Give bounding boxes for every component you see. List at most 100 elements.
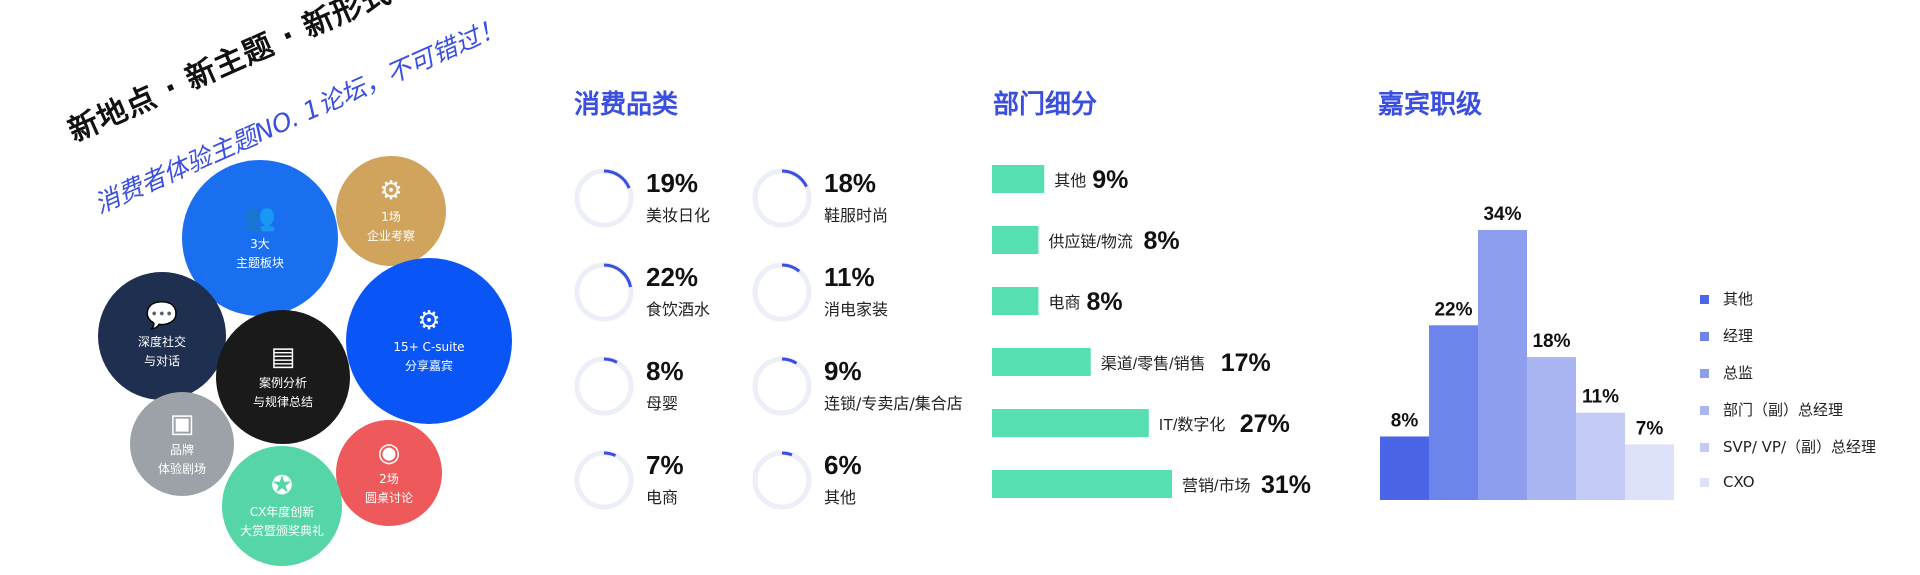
- donut-track: [574, 356, 634, 416]
- donut-ring: [574, 450, 634, 510]
- category-donut: 9% 连锁/专卖店/集合店: [750, 354, 963, 424]
- department-bar-value: 17%: [1221, 349, 1271, 377]
- department-bar: [992, 470, 1172, 498]
- legend-label: 经理: [1723, 327, 1754, 345]
- bubble-line1: 15+ C-suite: [393, 340, 465, 354]
- donut-percent: 11%: [824, 262, 875, 292]
- legend-swatch: [1700, 406, 1709, 415]
- donut-ring: [752, 168, 812, 228]
- category-donut: 18% 鞋服时尚: [750, 166, 940, 236]
- category-donut: 22% 食饮酒水: [572, 260, 762, 330]
- department-bar-label: 供应链/物流: [1048, 232, 1132, 251]
- donut-percent: 19%: [646, 168, 699, 198]
- department-bar: [992, 409, 1149, 437]
- level-bar: [1576, 412, 1625, 500]
- level-bar-value: 8%: [1391, 410, 1419, 431]
- bubble-line2: 体验剧场: [157, 462, 206, 476]
- donut-label: 食饮酒水: [646, 300, 711, 319]
- donut-arc: [575, 169, 633, 227]
- brain-gears-icon: ⚙: [417, 306, 441, 336]
- level-bar-value: 7%: [1636, 418, 1664, 439]
- department-bar-value: 8%: [1086, 288, 1122, 316]
- department-bar-label: 营销/市场: [1182, 477, 1250, 495]
- feature-bubble: ▤ 案例分析 与规律总结: [216, 310, 350, 444]
- presentation-board-icon: ▤: [270, 342, 296, 372]
- department-bar: [992, 226, 1039, 254]
- donut-label: 母婴: [646, 394, 679, 413]
- level-bar-value: 22%: [1434, 299, 1472, 320]
- donut-ring: [752, 356, 812, 416]
- bubble-line1: 品牌: [169, 443, 194, 457]
- department-bar-chart: 其他 9% 供应链/物流 8% 电商 8% 渠道/零售/销售 17% IT/数字化 27% 营销/市…: [992, 165, 1311, 499]
- bubble-line1: 2场: [379, 472, 399, 486]
- department-bar-label: IT/数字化: [1159, 416, 1226, 434]
- feature-bubble: ⚙ 15+ C-suite 分享嘉宾: [346, 258, 512, 424]
- donut-arc: [753, 357, 811, 415]
- department-bar: [992, 287, 1039, 315]
- donut-arc: [575, 357, 633, 415]
- department-bar-value: 27%: [1240, 410, 1290, 438]
- donut-percent: 8%: [646, 356, 684, 386]
- level-bar-value: 11%: [1582, 387, 1619, 408]
- legend-item: SVP/ VP/（副）总经理: [1700, 436, 1876, 457]
- legend-label: 总监: [1723, 364, 1754, 382]
- legend-item: 部门（副）总经理: [1700, 399, 1843, 420]
- donut-arc: [575, 451, 633, 509]
- donut-ring: [574, 262, 634, 322]
- bubble-line1: 深度社交: [137, 335, 186, 349]
- legend-swatch: [1700, 295, 1709, 304]
- legend-swatch: [1700, 443, 1709, 452]
- donut-ring: [752, 262, 812, 322]
- feature-bubble: ✪ CX年度创新 大赏暨颁奖典礼: [222, 446, 342, 566]
- medal-icon: ✪: [271, 471, 293, 501]
- category-donut: 7% 电商: [572, 448, 762, 518]
- donut-label: 消电家装: [824, 300, 889, 319]
- legend-label: SVP/ VP/（副）总经理: [1723, 438, 1877, 456]
- legend-item: 经理: [1700, 325, 1753, 346]
- bubble-line2: 与对话: [143, 354, 180, 368]
- level-bar: [1478, 230, 1527, 500]
- level-bar: [1625, 444, 1674, 500]
- donut-ring: [752, 450, 812, 510]
- donut-label: 电商: [646, 488, 679, 507]
- department-bar-value: 9%: [1092, 166, 1128, 194]
- bubble-line2: 圆桌讨论: [364, 491, 413, 505]
- legend-label: 部门（副）总经理: [1723, 401, 1844, 419]
- department-bar-label: 其他: [1054, 172, 1086, 190]
- theater-screen-icon: ▣: [169, 409, 195, 439]
- donut-arc: [753, 169, 811, 227]
- bubble-line2: 主题板块: [235, 256, 284, 270]
- feature-bubble: 💬 深度社交与对话: [98, 272, 226, 400]
- department-bar-label: 渠道/零售/销售: [1101, 355, 1206, 373]
- bubble-line1: CX年度创新: [249, 505, 315, 519]
- level-bar: [1527, 357, 1576, 500]
- legend-swatch: [1700, 478, 1709, 487]
- bubble-line1: 3大: [250, 237, 270, 251]
- donut-label: 美妆日化: [646, 206, 711, 225]
- feature-bubble: ▣ 品牌体验剧场: [130, 392, 234, 496]
- donut-percent: 22%: [646, 262, 699, 292]
- level-bar-value: 34%: [1483, 204, 1521, 225]
- people-group-icon: 👥: [243, 203, 277, 233]
- feature-bubble: ⚙ 1场 企业考察: [336, 156, 446, 266]
- legend-swatch: [1700, 369, 1709, 378]
- donut-label: 连锁/专卖店/集合店: [824, 394, 963, 413]
- feature-bubble: ◉ 2场 圆桌讨论: [336, 420, 442, 526]
- category-donut: 8% 母婴: [572, 354, 762, 424]
- donut-track: [752, 262, 812, 322]
- guest-level-title: 嘉宾职级: [1378, 90, 1483, 120]
- legend-swatch: [1700, 332, 1709, 341]
- donut-percent: 9%: [824, 356, 862, 386]
- bubble-line1: 1场: [381, 210, 401, 224]
- donut-track: [752, 450, 812, 510]
- donut-arc: [753, 451, 811, 509]
- donut-percent: 6%: [824, 450, 862, 480]
- level-bar: [1429, 325, 1478, 500]
- department-bar-value: 31%: [1261, 471, 1311, 499]
- legend-label: 其他: [1723, 290, 1754, 308]
- chat-bubbles-icon: 💬: [145, 301, 179, 331]
- donut-percent: 7%: [646, 450, 684, 480]
- donut-ring: [574, 168, 634, 228]
- department-bar: [992, 348, 1091, 376]
- legend-item: CXO: [1700, 473, 1755, 491]
